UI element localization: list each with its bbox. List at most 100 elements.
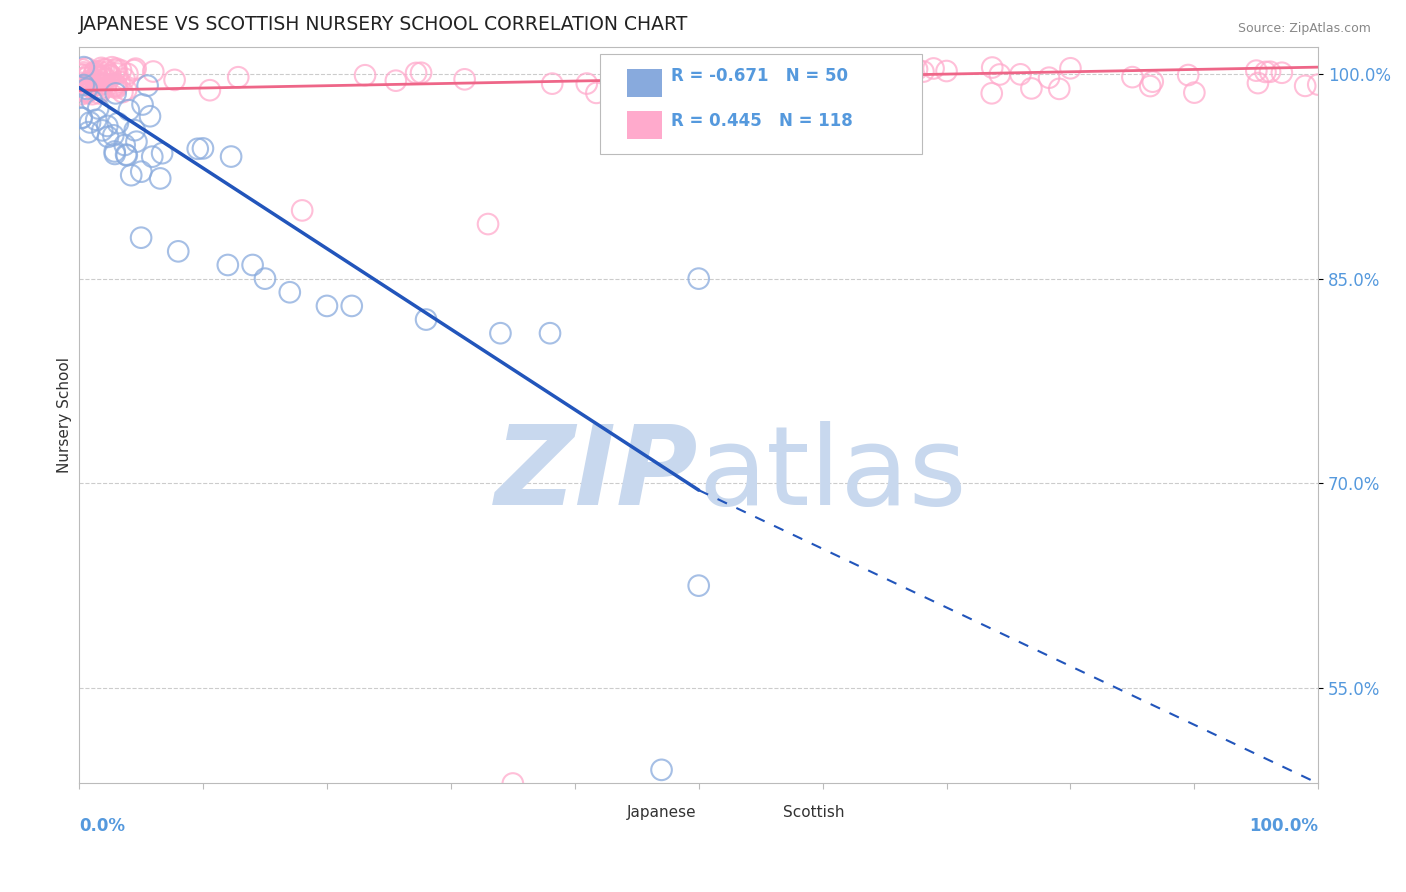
Point [1121,70,1143,84]
Point [86,69,108,83]
Point [103,128,125,143]
Point [96,65,118,79]
Point [76,82,98,96]
Point [688,271,710,285]
Point [191,141,214,155]
Point [114,138,136,153]
Point [104,145,127,159]
Point [90,84,112,98]
Point [1247,76,1270,90]
Point [89,64,111,78]
Point [104,63,127,78]
Point [105,81,128,95]
Point [76,86,98,100]
Point [73,84,96,98]
Point [749,69,772,83]
Point [82,75,104,89]
Point [187,142,209,156]
Point [782,86,804,100]
Point [1294,78,1316,93]
Point [101,60,124,74]
Text: 0.0%: 0.0% [79,817,125,835]
Point [97,68,120,82]
Point [538,326,561,341]
Point [651,763,673,777]
Point [477,217,499,231]
Text: R = 0.445   N = 118: R = 0.445 N = 118 [672,112,853,130]
Point [415,312,437,326]
Point [93,62,115,77]
Point [502,776,524,790]
Point [90,78,112,92]
Point [141,150,163,164]
Point [100,69,122,83]
Point [75,85,97,99]
Point [981,61,1004,75]
Point [1139,78,1161,93]
Point [86,77,108,91]
Point [922,62,945,76]
Text: JAPANESE VS SCOTTISH NURSERY SCHOOL CORRELATION CHART: JAPANESE VS SCOTTISH NURSERY SCHOOL CORR… [79,15,689,34]
Point [87,102,110,116]
Bar [748,802,776,822]
Point [82,87,104,102]
Point [89,82,111,96]
Point [90,61,112,75]
Point [80,80,103,95]
Point [692,61,714,75]
Text: R = -0.671   N = 50: R = -0.671 N = 50 [672,67,848,86]
Point [340,299,363,313]
Point [217,258,239,272]
Text: Scottish: Scottish [783,805,845,820]
Point [94,71,117,86]
Point [1021,81,1043,95]
Point [70,111,93,125]
Bar [593,802,620,822]
Point [575,77,598,91]
Point [76,76,98,90]
Point [80,94,103,108]
Point [104,87,127,101]
Point [707,65,730,79]
Point [834,74,856,88]
Point [242,258,264,272]
Point [118,103,141,118]
Point [96,62,118,77]
Point [73,60,96,74]
Point [278,285,301,300]
Text: Source: ZipAtlas.com: Source: ZipAtlas.com [1237,22,1371,36]
Point [657,70,679,84]
Point [84,112,107,127]
Point [219,150,242,164]
Point [316,299,339,313]
Point [70,111,93,125]
Point [136,78,159,93]
Point [105,79,128,94]
Point [86,75,108,89]
Point [69,68,91,82]
Point [198,83,221,97]
Point [80,73,103,87]
Point [73,70,96,85]
Point [97,129,120,144]
Point [73,78,96,92]
Point [1258,64,1281,78]
Point [84,64,107,78]
Point [626,75,648,89]
Point [90,70,112,85]
FancyBboxPatch shape [599,54,922,153]
Point [912,64,935,78]
Point [77,68,100,82]
Point [83,66,105,80]
Point [72,65,94,79]
Point [676,72,699,87]
FancyBboxPatch shape [627,111,662,139]
Point [114,71,136,86]
Point [89,87,111,101]
Point [1254,65,1277,79]
Point [980,87,1002,101]
Point [76,61,98,75]
Point [1010,67,1032,81]
Point [149,171,172,186]
Point [1177,68,1199,82]
